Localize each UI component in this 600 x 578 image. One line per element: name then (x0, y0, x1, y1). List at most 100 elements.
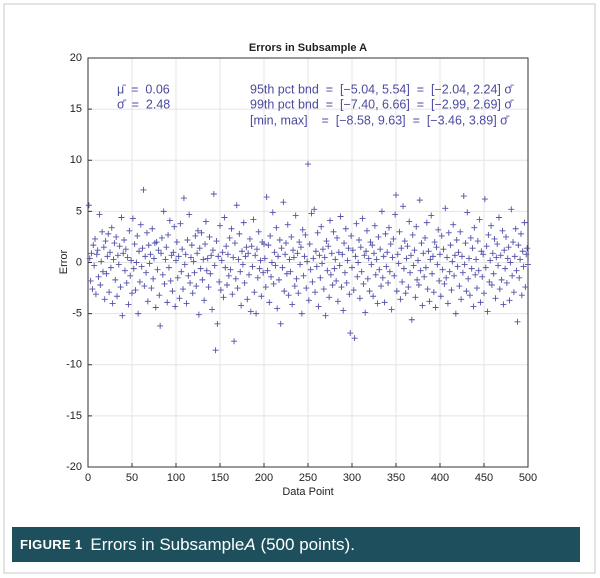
point (395, 260, 402, 267)
point (373, 256, 380, 263)
point (193, 283, 200, 290)
point (171, 223, 178, 230)
point (378, 208, 385, 215)
point (496, 286, 503, 293)
point (342, 225, 349, 232)
y-tick-label: -20 (66, 461, 82, 473)
point (442, 205, 449, 212)
point (503, 279, 510, 286)
point (148, 285, 155, 292)
point (157, 322, 164, 329)
point (334, 234, 341, 241)
point (429, 270, 436, 277)
point (269, 209, 276, 216)
point (397, 296, 404, 303)
point (357, 244, 364, 251)
point (460, 193, 467, 200)
point (291, 283, 298, 290)
point (441, 280, 448, 287)
x-tick-label: 400 (431, 472, 449, 484)
point (173, 257, 179, 264)
point (385, 279, 392, 286)
point (470, 303, 477, 310)
x-tick-label: 200 (255, 472, 273, 484)
point (499, 227, 506, 234)
point (178, 268, 185, 275)
point (231, 338, 238, 345)
point (172, 303, 179, 310)
point (195, 311, 202, 318)
point (234, 285, 241, 292)
annotation: μ̄ = 0.06 (117, 82, 170, 96)
point (416, 197, 423, 204)
point (443, 274, 450, 281)
point (194, 250, 201, 257)
point (468, 265, 475, 272)
point (459, 269, 466, 276)
point (452, 310, 459, 317)
point (305, 161, 311, 168)
point (163, 244, 170, 251)
point (437, 293, 444, 300)
point (506, 297, 513, 304)
point (360, 280, 367, 287)
point (487, 257, 494, 264)
point (180, 286, 187, 293)
point (372, 271, 379, 278)
point (361, 252, 368, 259)
caption-text: (500 points). (255, 534, 355, 554)
point (159, 271, 166, 278)
point (192, 232, 199, 239)
point (265, 242, 272, 249)
point (144, 298, 151, 305)
point (209, 247, 216, 254)
point (190, 258, 197, 265)
point (225, 272, 232, 279)
annotation: [min, max] = [−8.58, 9.63] = [−3.46, 3.8… (250, 113, 510, 127)
point (312, 289, 319, 296)
point (97, 281, 104, 288)
point (158, 234, 165, 241)
point (466, 255, 473, 262)
point (201, 297, 208, 304)
point (385, 224, 392, 231)
point (158, 250, 165, 257)
point (434, 261, 441, 268)
point (498, 276, 505, 283)
point (235, 256, 242, 263)
point (273, 224, 280, 231)
point (454, 263, 461, 270)
point (114, 252, 121, 259)
point (376, 266, 383, 273)
point (455, 249, 462, 256)
point (386, 268, 393, 275)
point (108, 224, 115, 231)
point (448, 287, 455, 294)
point (210, 190, 217, 197)
point (406, 218, 413, 225)
point (491, 235, 498, 242)
point (403, 255, 410, 262)
point (189, 290, 196, 297)
point (106, 289, 113, 296)
point (382, 230, 389, 237)
point (228, 225, 235, 232)
point (451, 272, 458, 279)
point (247, 308, 254, 315)
point (206, 233, 213, 240)
point (317, 274, 324, 281)
point (368, 261, 375, 268)
point (384, 249, 391, 256)
y-tick-label: -10 (66, 359, 82, 371)
point (168, 252, 175, 259)
point (164, 299, 171, 306)
point (224, 281, 231, 288)
point (510, 239, 517, 246)
point (490, 270, 497, 277)
x-tick-label: 450 (475, 472, 493, 484)
point (274, 305, 281, 312)
point (186, 211, 193, 218)
point (312, 248, 319, 255)
